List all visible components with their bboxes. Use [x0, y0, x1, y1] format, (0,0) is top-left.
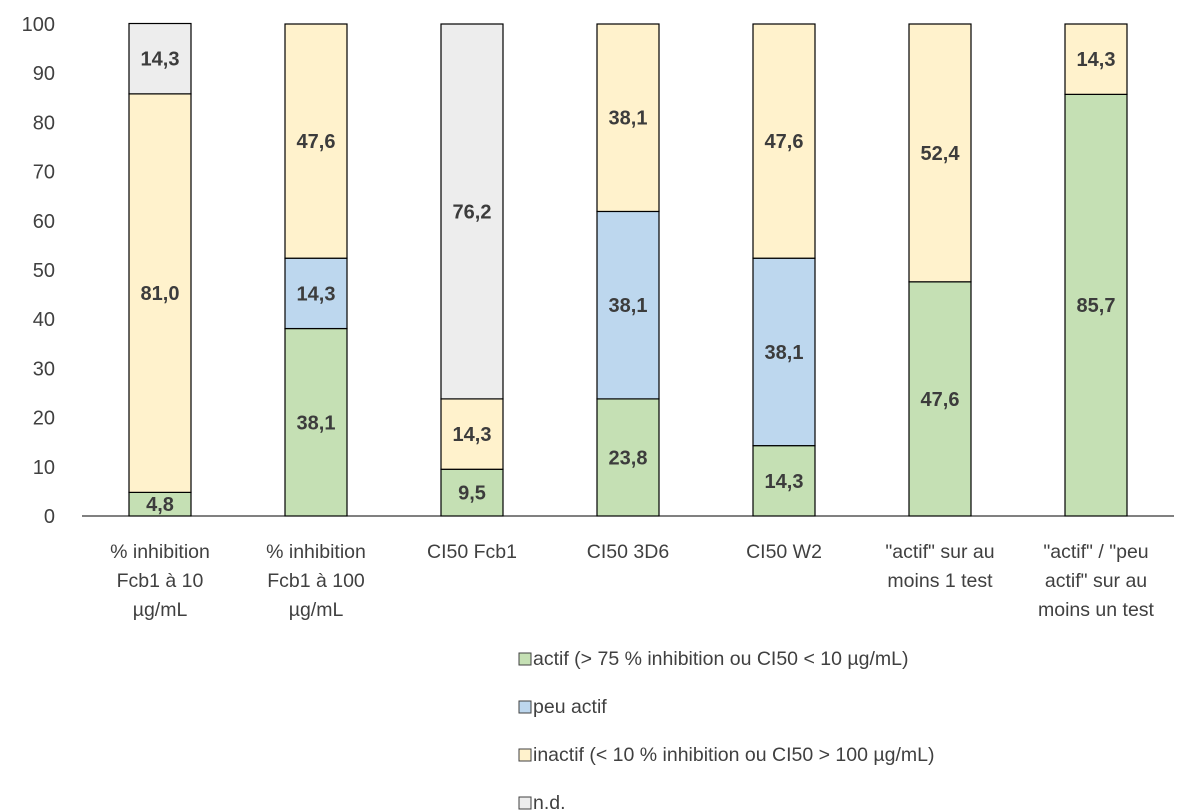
legend-swatch	[518, 700, 532, 714]
legend-label: peu actif	[533, 696, 607, 718]
y-tick-label: 60	[33, 211, 55, 233]
legend-label: inactif (< 10 % inhibition ou CI50 > 100…	[533, 744, 934, 766]
data-label: 9,5	[458, 483, 486, 505]
data-label: 52,4	[921, 143, 961, 165]
legend: actif (> 75 % inhibition ou CI50 < 10 µg…	[518, 648, 934, 812]
legend-swatch	[518, 796, 532, 810]
bar-segment	[440, 468, 504, 517]
x-tick-label: CI50 Fcb1	[427, 541, 517, 563]
x-tick-label: µg/mL	[289, 599, 344, 621]
bar-segment	[440, 23, 504, 400]
bar-segment	[752, 23, 816, 259]
bar-segment	[128, 22, 192, 95]
x-tick-label: actif" sur au	[1045, 570, 1147, 592]
x-tick-label: Fcb1 à 10	[117, 570, 204, 592]
bar-segment	[128, 93, 192, 493]
x-tick-label: moins un test	[1038, 599, 1155, 621]
x-tick-label: CI50 3D6	[587, 541, 669, 563]
x-tick-label: moins 1 test	[887, 570, 993, 592]
x-tick-label: "actif" sur au	[885, 541, 994, 563]
y-tick-label: 80	[33, 112, 55, 134]
bar-segment	[596, 398, 660, 517]
data-label: 47,6	[297, 131, 336, 153]
x-tick-label: "actif" / "peu	[1043, 541, 1148, 563]
bar-segment	[752, 257, 816, 447]
data-label: 47,6	[921, 389, 960, 411]
y-tick-label: 70	[33, 162, 55, 184]
legend-label: n.d.	[533, 792, 566, 812]
bar-segment	[284, 23, 348, 259]
y-tick-label: 40	[33, 309, 55, 331]
bar-segment	[284, 257, 348, 330]
bar-segment	[1064, 23, 1128, 95]
plot-area: 4,8 81,0 14,3 38,1 14,3 47,6 9,5 14,3 76,2 23,8 38…	[82, 22, 1174, 517]
y-tick-label: 90	[33, 63, 55, 85]
bar-segment	[1064, 93, 1128, 517]
y-tick-label: 50	[33, 260, 55, 282]
x-tick-label: µg/mL	[133, 599, 188, 621]
bar-segment	[908, 23, 972, 283]
bar-segment	[752, 445, 816, 517]
data-label: 14,3	[765, 471, 804, 493]
data-label: 14,3	[1077, 49, 1116, 71]
data-label: 47,6	[765, 131, 804, 153]
data-label: 38,1	[609, 108, 648, 130]
x-tick-label: % inhibition	[266, 541, 366, 563]
data-label: 14,3	[297, 283, 336, 305]
data-label: 38,1	[609, 295, 648, 317]
legend-swatch	[518, 652, 532, 666]
legend-label: actif (> 75 % inhibition ou CI50 < 10 µg…	[533, 648, 908, 670]
y-tick-label: 0	[44, 506, 55, 528]
x-tick-label: % inhibition	[110, 541, 210, 563]
x-tick-label: CI50 W2	[746, 541, 822, 563]
data-label: 76,2	[453, 201, 492, 223]
data-label: 81,0	[141, 283, 180, 305]
bar-segment	[596, 23, 660, 213]
data-label: 38,1	[765, 342, 804, 364]
y-tick-label: 20	[33, 408, 55, 430]
y-tick-label: 30	[33, 358, 55, 380]
x-axis-labels: % inhibition Fcb1 à 10 µg/mL % inhibition Fc…	[110, 541, 1154, 621]
y-tick-label: 100	[22, 14, 55, 36]
legend-swatch	[518, 748, 532, 762]
bar-segment	[908, 281, 972, 517]
bar-segment	[440, 398, 504, 470]
data-label: 85,7	[1077, 295, 1116, 317]
x-tick-label: Fcb1 à 100	[267, 570, 365, 592]
y-tick-label: 10	[33, 457, 55, 479]
data-label: 38,1	[297, 412, 336, 434]
data-label: 14,3	[141, 49, 180, 71]
y-axis: 0 10 20 30 40 50 60 70 80 90 100	[22, 14, 55, 528]
bar-segment	[284, 327, 348, 517]
data-label: 4,8	[146, 494, 174, 516]
data-label: 14,3	[453, 424, 492, 446]
data-label: 23,8	[609, 447, 648, 469]
